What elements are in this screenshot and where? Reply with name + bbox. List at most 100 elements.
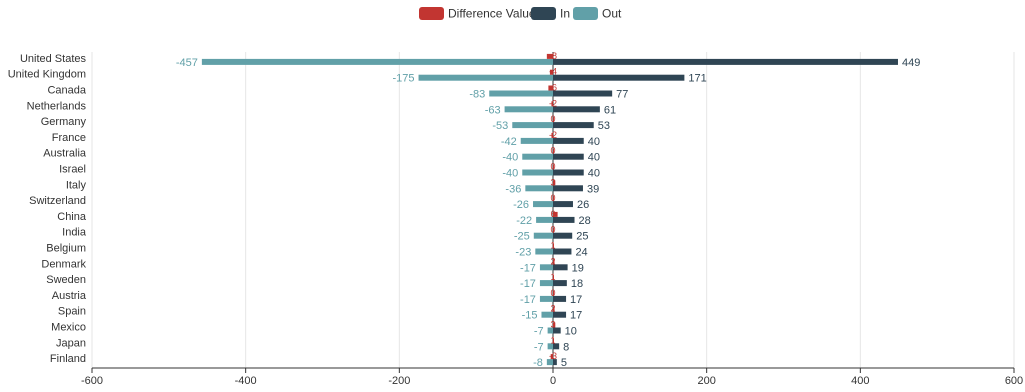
bar-out-19[interactable] — [546, 359, 553, 366]
bars[interactable] — [201, 53, 898, 366]
legend-swatch-1[interactable] — [531, 7, 556, 20]
bar-out-9[interactable] — [533, 201, 553, 208]
bar-diff-12[interactable] — [553, 243, 554, 249]
bar-in-4[interactable] — [553, 122, 594, 129]
x-tick-label-3: 0 — [550, 375, 556, 387]
bar-diff-6[interactable] — [553, 148, 554, 154]
bar-in-6[interactable] — [553, 153, 584, 160]
label-out-11: -25 — [514, 231, 530, 243]
bar-out-12[interactable] — [535, 248, 553, 255]
bar-out-6[interactable] — [522, 153, 553, 160]
bar-in-15[interactable] — [553, 295, 567, 302]
bar-diff-7[interactable] — [553, 164, 554, 170]
bar-out-0[interactable] — [201, 58, 553, 65]
bar-out-3[interactable] — [504, 106, 553, 113]
label-in-15: 17 — [570, 294, 582, 306]
label-out-5: -42 — [501, 136, 517, 148]
bar-out-11[interactable] — [533, 232, 553, 239]
bar-diff-14[interactable] — [553, 275, 554, 281]
bar-in-18[interactable] — [553, 343, 560, 350]
legend-swatch-0[interactable] — [419, 7, 444, 20]
bar-out-5[interactable] — [520, 137, 553, 144]
bar-out-15[interactable] — [539, 295, 553, 302]
bar-out-14[interactable] — [539, 280, 553, 287]
bar-in-10[interactable] — [553, 216, 575, 223]
bar-in-14[interactable] — [553, 280, 567, 287]
legend-label-2[interactable]: Out — [602, 7, 622, 21]
bar-in-0[interactable] — [553, 58, 898, 65]
category-label-7: Israel — [59, 164, 86, 176]
bar-out-17[interactable] — [547, 327, 553, 334]
label-in-8: 39 — [587, 183, 599, 195]
bar-diff-8[interactable] — [553, 180, 556, 186]
bar-diff-4[interactable] — [553, 117, 554, 123]
bar-in-13[interactable] — [553, 264, 568, 271]
bar-out-18[interactable] — [547, 343, 553, 350]
label-out-3: -63 — [485, 104, 501, 116]
bar-in-2[interactable] — [553, 90, 613, 97]
legend-swatch-2[interactable] — [573, 7, 598, 20]
bar-in-1[interactable] — [553, 74, 685, 81]
bar-in-12[interactable] — [553, 248, 572, 255]
bar-out-2[interactable] — [489, 90, 553, 97]
bar-diff-19[interactable] — [550, 354, 553, 360]
label-diff-1: -4 — [549, 67, 557, 77]
bar-diff-3[interactable] — [551, 101, 553, 107]
bar-diff-1[interactable] — [549, 69, 553, 75]
label-diff-13: 2 — [550, 256, 555, 266]
bar-in-7[interactable] — [553, 169, 584, 176]
bar-diff-9[interactable] — [553, 196, 554, 202]
bar-diff-5[interactable] — [551, 132, 553, 138]
label-out-10: -22 — [516, 215, 532, 227]
category-label-18: Japan — [56, 337, 86, 349]
label-out-13: -17 — [520, 262, 536, 274]
bar-diff-16[interactable] — [553, 306, 555, 312]
bar-diff-18[interactable] — [553, 338, 554, 344]
bar-out-4[interactable] — [512, 122, 553, 129]
label-in-7: 40 — [588, 168, 600, 180]
bar-diff-15[interactable] — [553, 290, 554, 296]
label-diff-4: 0 — [550, 114, 555, 124]
bar-out-10[interactable] — [536, 216, 553, 223]
label-in-6: 40 — [588, 152, 600, 164]
label-diff-14: 1 — [550, 272, 555, 282]
bar-diff-13[interactable] — [553, 259, 555, 265]
label-out-9: -26 — [513, 199, 529, 211]
bar-in-3[interactable] — [553, 106, 600, 113]
label-diff-19: -3 — [549, 351, 557, 361]
bar-diff-2[interactable] — [548, 85, 553, 91]
bar-diff-0[interactable] — [546, 53, 553, 59]
legend-label-1[interactable]: In — [560, 7, 570, 21]
bar-diff-17[interactable] — [553, 322, 556, 328]
bar-in-5[interactable] — [553, 137, 584, 144]
category-label-19: Finland — [50, 353, 86, 365]
label-in-4: 53 — [598, 120, 610, 132]
bar-out-7[interactable] — [522, 169, 553, 176]
label-diff-8: 3 — [550, 177, 555, 187]
bar-in-11[interactable] — [553, 232, 573, 239]
label-out-0: -457 — [176, 57, 198, 69]
label-in-5: 40 — [588, 136, 600, 148]
bar-in-8[interactable] — [553, 185, 583, 192]
category-label-17: Mexico — [51, 322, 86, 334]
bar-out-8[interactable] — [525, 185, 553, 192]
label-diff-3: -2 — [549, 98, 557, 108]
bar-in-17[interactable] — [553, 327, 561, 334]
bar-in-16[interactable] — [553, 311, 567, 318]
legend[interactable]: Difference Value In Out — [419, 7, 622, 21]
bar-out-16[interactable] — [541, 311, 553, 318]
bar-diff-11[interactable] — [553, 227, 554, 233]
label-out-8: -36 — [505, 183, 521, 195]
bar-in-19[interactable] — [553, 359, 557, 366]
bar-out-1[interactable] — [418, 74, 553, 81]
category-label-9: Switzerland — [29, 195, 86, 207]
bar-diff-10[interactable] — [553, 211, 558, 217]
bar-in-9[interactable] — [553, 201, 573, 208]
x-tick-label-0: -600 — [81, 375, 103, 387]
category-label-1: United Kingdom — [8, 69, 86, 81]
label-diff-11: 0 — [550, 225, 555, 235]
legend-label-0[interactable]: Difference Value — [448, 7, 536, 21]
bar-out-13[interactable] — [539, 264, 553, 271]
x-tick-label-4: 200 — [697, 375, 715, 387]
